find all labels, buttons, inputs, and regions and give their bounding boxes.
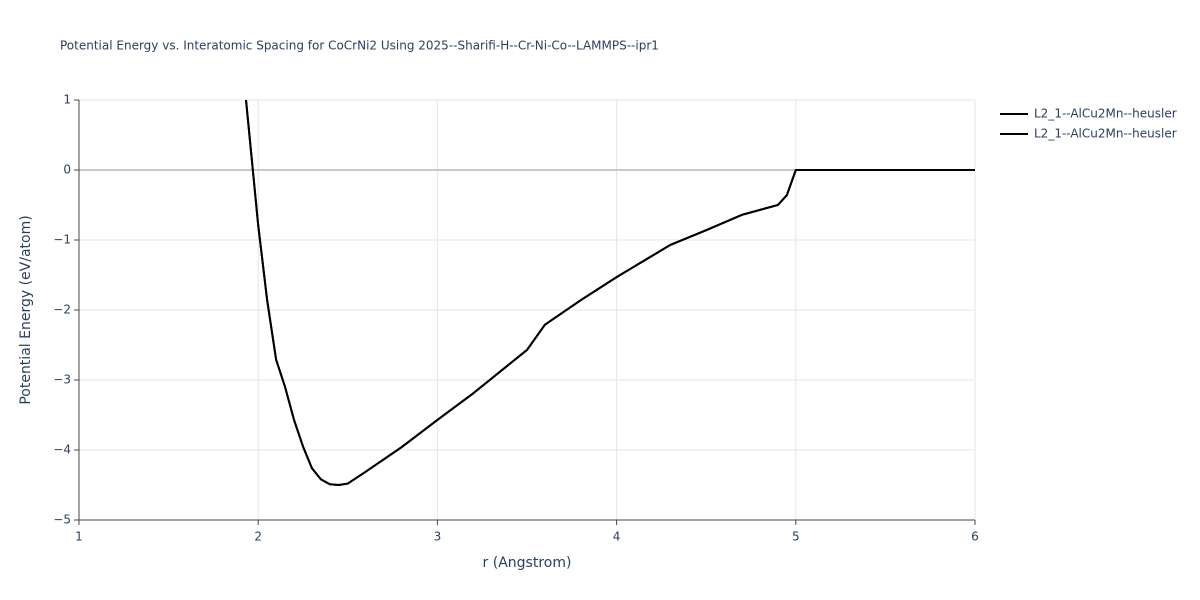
x-tick-label: 5 bbox=[792, 530, 800, 544]
x-tick-label: 3 bbox=[434, 530, 442, 544]
y-axis-label: Potential Energy (eV/atom) bbox=[18, 215, 34, 404]
x-tick-label: 2 bbox=[254, 530, 262, 544]
line-series bbox=[245, 99, 975, 487]
y-tick-label: 0 bbox=[63, 163, 71, 177]
legend-label: L2_1--AlCu2Mn--heusler bbox=[1034, 107, 1177, 121]
y-tick-label: −3 bbox=[53, 373, 71, 387]
chart-title: Potential Energy vs. Interatomic Spacing… bbox=[60, 39, 659, 53]
y-tick-label: −4 bbox=[53, 443, 71, 457]
x-tick-label: 6 bbox=[971, 530, 979, 544]
x-tick-label: 1 bbox=[75, 530, 83, 544]
y-tick-label: −5 bbox=[53, 513, 71, 527]
x-tick-label: 4 bbox=[613, 530, 621, 544]
y-tick-label: 1 bbox=[63, 93, 71, 107]
y-tick-label: −2 bbox=[53, 303, 71, 317]
y-tick-label: −1 bbox=[53, 233, 71, 247]
legend-label: L2_1--AlCu2Mn--heusler bbox=[1034, 127, 1177, 141]
x-axis-label: r (Angstrom) bbox=[483, 555, 572, 571]
line-series bbox=[245, 99, 975, 487]
